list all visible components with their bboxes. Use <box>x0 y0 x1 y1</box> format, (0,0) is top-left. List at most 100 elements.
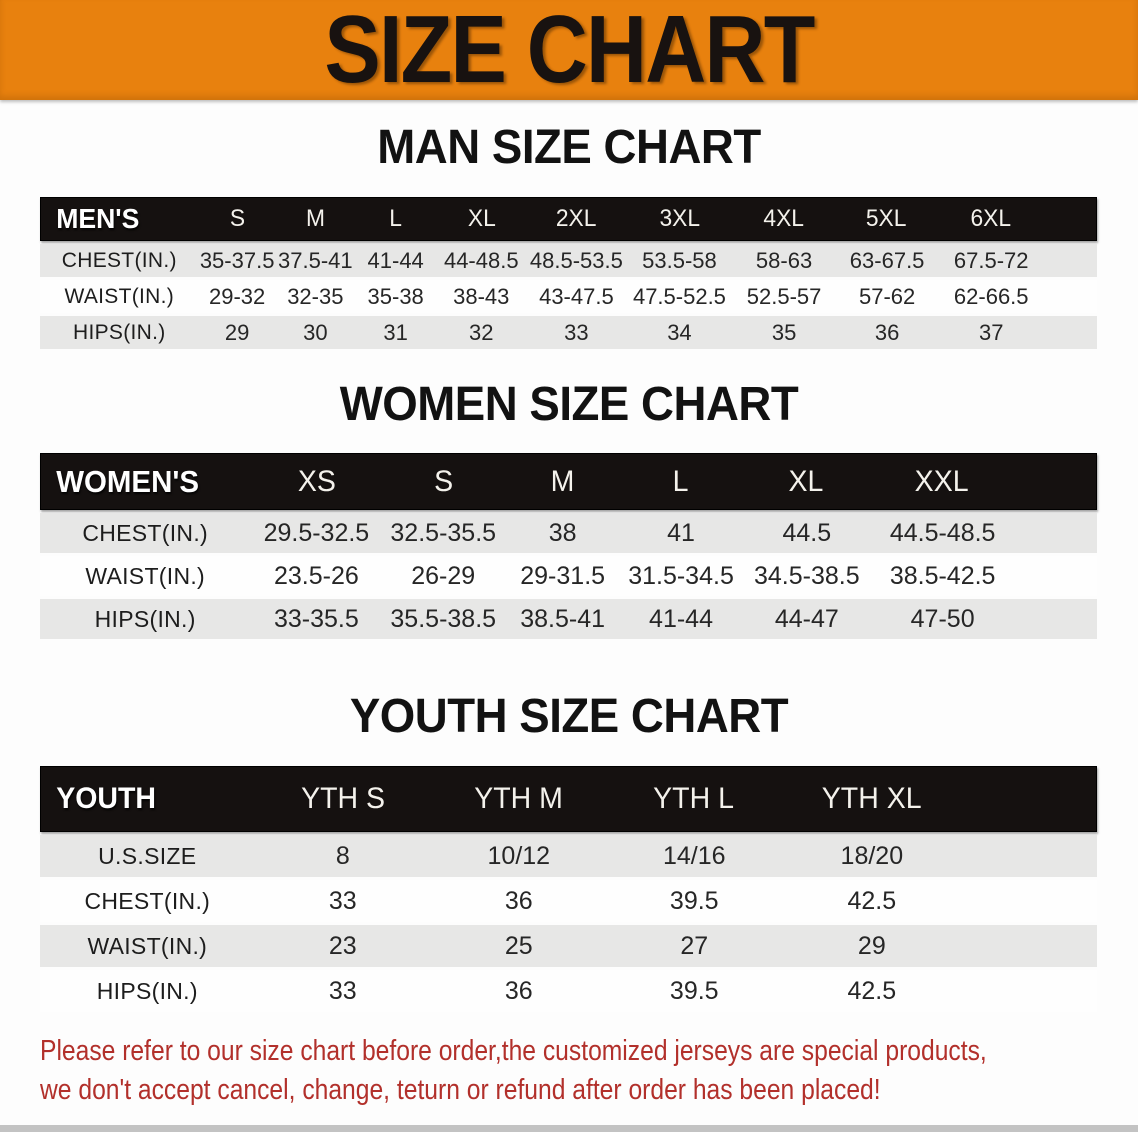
row-label: HIPS(IN.) <box>96 977 198 1004</box>
size-cell: 42.5 <box>847 886 897 915</box>
size-cell: 35 <box>771 319 797 345</box>
women-size-table: WOMEN'S XS S M L XL XXL CHEST(IN.) 29.5-… <box>40 453 1097 639</box>
size-cell: 25 <box>504 931 533 960</box>
size-cell: 33 <box>564 319 589 345</box>
youth-chest-row: CHEST(IN.) 33 36 39.5 42.5 <box>40 880 1097 922</box>
men-hips-row: HIPS(IN.) 29 30 31 32 33 34 35 36 37 <box>40 316 1097 349</box>
size-cell: 36 <box>504 976 533 1005</box>
size-cell: 48.5-53.5 <box>529 247 623 273</box>
size-header: YTH M <box>474 782 564 815</box>
youth-table-header-row: YOUTH YTH S YTH M YTH L YTH XL <box>40 766 1097 832</box>
disclaimer-line-2: we don't accept cancel, change, teturn o… <box>40 1074 881 1106</box>
size-header: XXL <box>914 464 969 498</box>
size-cell: 29 <box>224 319 250 345</box>
women-table-title: WOMEN'S <box>56 463 199 499</box>
banner: SIZE CHART <box>0 0 1138 100</box>
men-chest-row: CHEST(IN.) 35-37.5 37.5-41 41-44 44-48.5… <box>40 244 1097 277</box>
youth-hips-row: HIPS(IN.) 33 36 39.5 42.5 <box>40 970 1097 1012</box>
size-header: M <box>550 464 575 498</box>
size-cell: 23 <box>328 931 357 960</box>
row-label: U.S.SIZE <box>98 842 197 869</box>
size-cell: 18/20 <box>840 841 904 870</box>
size-cell: 36 <box>504 886 533 915</box>
row-label: WAIST(IN.) <box>64 284 175 308</box>
men-table-title: MEN'S <box>56 203 140 234</box>
men-table-header-row: MEN'S S M L XL 2XL 3XL 4XL 5XL 6XL <box>40 197 1097 241</box>
size-header: XL <box>467 205 496 232</box>
size-cell: 44-48.5 <box>443 247 519 273</box>
men-waist-row: WAIST(IN.) 29-32 32-35 35-38 38-43 43-47… <box>40 280 1097 313</box>
size-cell: 31 <box>383 319 408 345</box>
size-cell: 38.5-41 <box>520 604 606 633</box>
size-header: YTH L <box>653 782 735 815</box>
size-cell: 33-35.5 <box>273 604 359 633</box>
youth-ussize-row: U.S.SIZE 8 10/12 14/16 18/20 <box>40 835 1097 877</box>
size-header: 2XL <box>556 205 597 232</box>
size-header: 3XL <box>658 205 700 232</box>
row-label: HIPS(IN.) <box>73 320 166 344</box>
size-cell: 32 <box>469 319 494 345</box>
size-cell: 47-50 <box>910 604 975 633</box>
size-cell: 27 <box>680 931 709 960</box>
men-section-heading: MAN SIZE CHART <box>377 121 761 174</box>
size-cell: 31.5-34.5 <box>628 561 734 590</box>
size-header: XS <box>297 464 336 498</box>
size-cell: 58-63 <box>755 247 813 273</box>
youth-section-heading: YOUTH SIZE CHART <box>349 690 789 743</box>
size-cell: 8 <box>335 841 350 870</box>
banner-title: SIZE CHART <box>324 0 815 103</box>
size-cell: 57-62 <box>858 283 916 309</box>
size-cell: 35.5-38.5 <box>390 604 497 633</box>
women-section-heading: WOMEN SIZE CHART <box>339 378 799 431</box>
size-header: L <box>672 464 689 498</box>
size-cell: 39.5 <box>669 886 719 915</box>
size-cell: 38-43 <box>453 283 510 309</box>
size-cell: 47.5-52.5 <box>632 283 726 309</box>
row-label: HIPS(IN.) <box>94 605 196 632</box>
youth-waist-row: WAIST(IN.) 23 25 27 29 <box>40 925 1097 967</box>
row-label: CHEST(IN.) <box>61 248 177 272</box>
size-cell: 44.5-48.5 <box>889 518 996 547</box>
size-cell: 29 <box>857 931 886 960</box>
size-cell: 26-29 <box>411 561 476 590</box>
size-header: S <box>433 464 453 498</box>
size-cell: 30 <box>303 319 328 345</box>
size-cell: 10/12 <box>487 841 551 870</box>
size-cell: 67.5-72 <box>953 247 1029 273</box>
size-cell: 53.5-58 <box>642 247 717 273</box>
size-header: XL <box>788 464 824 498</box>
row-label: CHEST(IN.) <box>84 887 211 914</box>
size-cell: 29-31.5 <box>520 561 606 590</box>
size-cell: 35-38 <box>367 283 424 309</box>
size-cell: 32-35 <box>287 283 344 309</box>
size-cell: 23.5-26 <box>273 561 359 590</box>
size-cell: 33 <box>328 886 357 915</box>
size-cell: 38 <box>548 518 577 547</box>
size-header: M <box>306 205 326 232</box>
size-header: 5XL <box>866 205 907 232</box>
men-size-table: MEN'S S M L XL 2XL 3XL 4XL 5XL 6XL CHEST… <box>40 197 1097 349</box>
size-cell: 41 <box>667 518 695 547</box>
size-cell: 33 <box>328 976 357 1005</box>
size-header: YTH XL <box>821 782 922 815</box>
size-cell: 29-32 <box>208 283 266 309</box>
size-cell: 44.5 <box>782 518 832 547</box>
disclaimer-line-1: Please refer to our size chart before or… <box>40 1035 987 1067</box>
youth-table-title: YOUTH <box>56 782 156 815</box>
size-cell: 39.5 <box>669 976 719 1005</box>
women-chest-row: CHEST(IN.) 29.5-32.5 32.5-35.5 38 41 44.… <box>40 513 1097 553</box>
size-cell: 63-67.5 <box>849 247 925 273</box>
size-cell: 37.5-41 <box>278 247 353 273</box>
women-table-header-row: WOMEN'S XS S M L XL XXL <box>40 453 1097 510</box>
row-label: WAIST(IN.) <box>87 932 208 959</box>
size-cell: 43-47.5 <box>539 283 614 309</box>
size-header: S <box>230 205 246 232</box>
size-header: L <box>389 205 403 232</box>
size-cell: 42.5 <box>847 976 897 1005</box>
size-cell: 29.5-32.5 <box>263 518 370 547</box>
size-header: YTH S <box>301 782 386 815</box>
size-cell: 37 <box>978 319 1004 345</box>
size-cell: 34.5-38.5 <box>753 561 860 590</box>
size-cell: 41-44 <box>367 247 424 273</box>
